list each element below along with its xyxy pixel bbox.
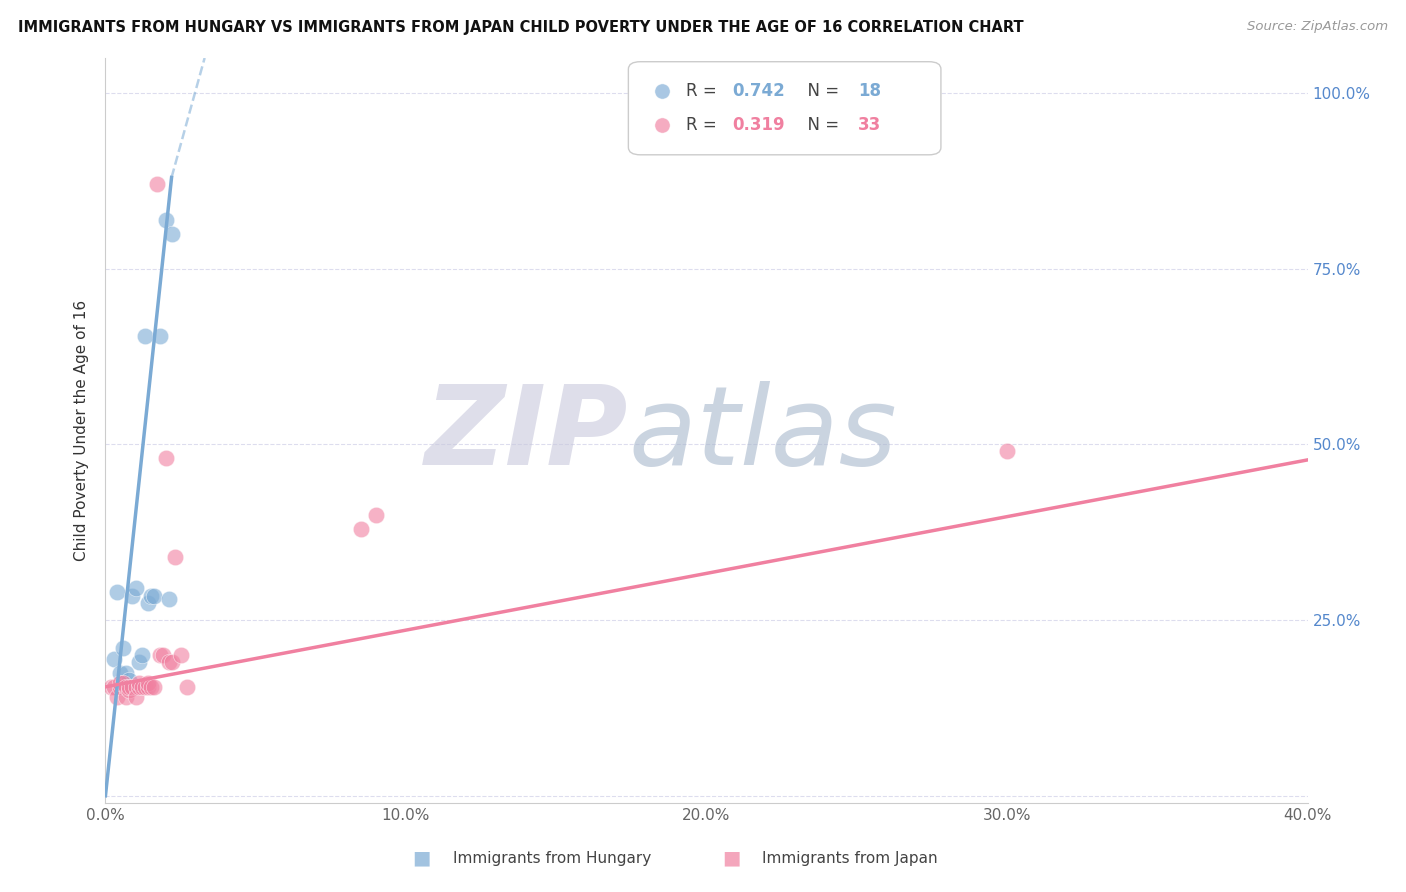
- Text: 33: 33: [858, 117, 882, 135]
- Text: R =: R =: [686, 117, 723, 135]
- Text: ZIP: ZIP: [425, 381, 628, 488]
- Text: 0.742: 0.742: [731, 82, 785, 100]
- Text: IMMIGRANTS FROM HUNGARY VS IMMIGRANTS FROM JAPAN CHILD POVERTY UNDER THE AGE OF : IMMIGRANTS FROM HUNGARY VS IMMIGRANTS FR…: [18, 20, 1024, 35]
- Point: [134, 328, 156, 343]
- Point: [124, 582, 146, 596]
- Point: [103, 680, 125, 694]
- Point: [110, 665, 132, 680]
- Text: R =: R =: [686, 82, 723, 100]
- Point: [103, 652, 125, 666]
- Text: 18: 18: [858, 82, 882, 100]
- Text: atlas: atlas: [628, 381, 897, 488]
- Point: [995, 444, 1018, 458]
- Point: [139, 589, 162, 603]
- Point: [107, 690, 129, 705]
- Point: [115, 680, 138, 694]
- Point: [100, 680, 122, 694]
- Text: Source: ZipAtlas.com: Source: ZipAtlas.com: [1247, 20, 1388, 33]
- Text: Immigrants from Japan: Immigrants from Japan: [762, 851, 938, 865]
- Point: [128, 680, 150, 694]
- Point: [110, 676, 132, 690]
- Point: [155, 451, 177, 466]
- Point: [136, 595, 159, 609]
- Point: [118, 680, 141, 694]
- Point: [148, 328, 170, 343]
- Point: [157, 592, 180, 607]
- Point: [112, 676, 135, 690]
- Point: [160, 227, 183, 241]
- Point: [155, 212, 177, 227]
- Point: [350, 522, 373, 536]
- Point: [131, 680, 153, 694]
- Point: [124, 680, 146, 694]
- Point: [142, 680, 165, 694]
- Point: [160, 655, 183, 669]
- Point: [110, 680, 132, 694]
- Point: [139, 680, 162, 694]
- Point: [163, 549, 186, 564]
- Point: [364, 508, 387, 522]
- Text: ■: ■: [412, 848, 432, 868]
- Point: [176, 680, 198, 694]
- Point: [112, 641, 135, 656]
- FancyBboxPatch shape: [628, 62, 941, 155]
- Point: [118, 673, 141, 687]
- Point: [136, 680, 159, 694]
- Point: [169, 648, 191, 663]
- Y-axis label: Child Poverty Under the Age of 16: Child Poverty Under the Age of 16: [75, 300, 90, 561]
- Point: [128, 655, 150, 669]
- Text: 0.319: 0.319: [731, 117, 785, 135]
- Text: N =: N =: [797, 82, 844, 100]
- Point: [128, 676, 150, 690]
- Point: [121, 680, 143, 694]
- Point: [115, 665, 138, 680]
- Point: [145, 178, 167, 192]
- Point: [152, 648, 174, 663]
- Text: N =: N =: [797, 117, 844, 135]
- Point: [118, 683, 141, 698]
- Point: [148, 648, 170, 663]
- Text: Immigrants from Hungary: Immigrants from Hungary: [453, 851, 651, 865]
- Point: [136, 676, 159, 690]
- Point: [107, 585, 129, 599]
- Point: [124, 690, 146, 705]
- Point: [115, 690, 138, 705]
- Point: [157, 655, 180, 669]
- Point: [131, 648, 153, 663]
- Point: [142, 589, 165, 603]
- Point: [134, 680, 156, 694]
- Text: ■: ■: [721, 848, 741, 868]
- Point: [121, 589, 143, 603]
